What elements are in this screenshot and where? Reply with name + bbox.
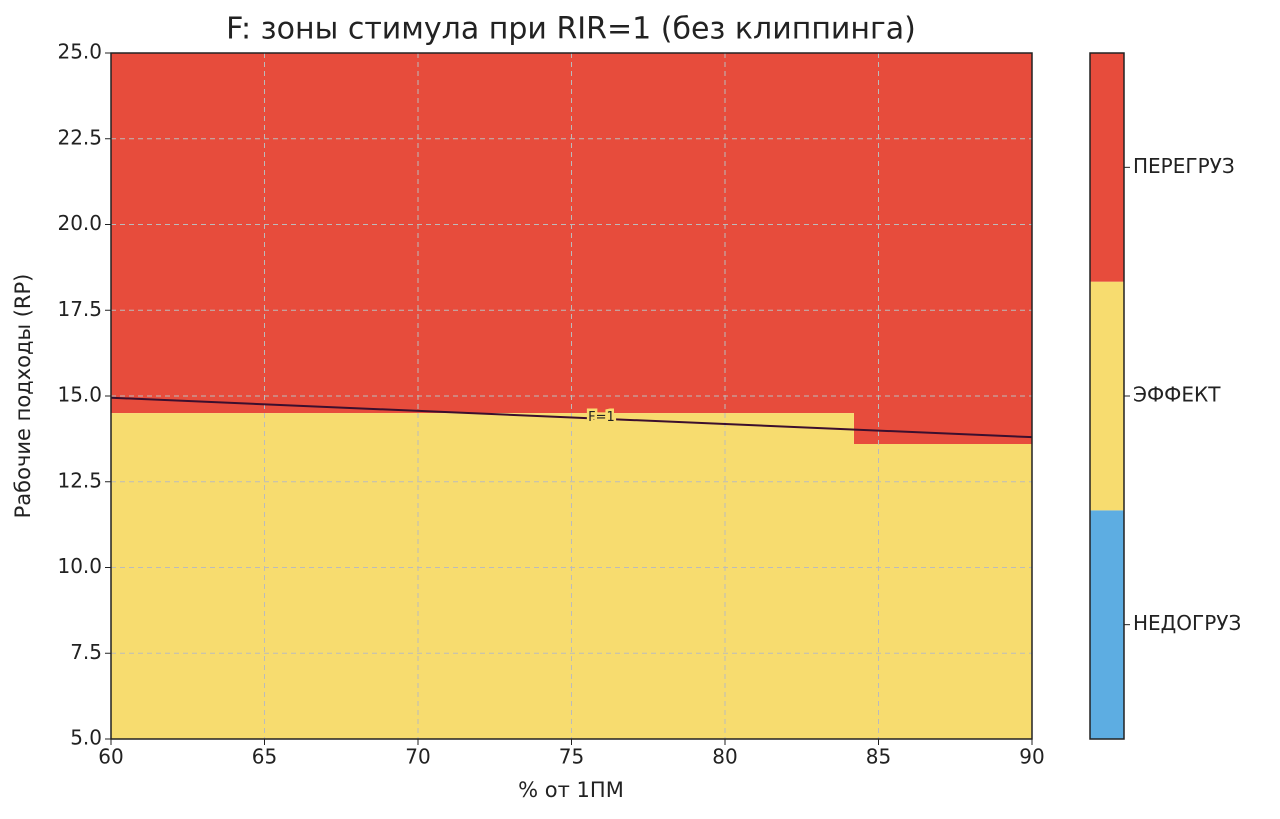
x-tick-label: 65 <box>252 745 277 769</box>
contour-label: F=1 <box>588 410 615 425</box>
colorbar-label: ПЕРЕГРУЗ <box>1133 154 1235 178</box>
y-tick-label: 17.5 <box>57 297 102 321</box>
colorbar-label: ЭФФЕКТ <box>1133 383 1221 407</box>
x-tick-label: 75 <box>559 745 584 769</box>
colorbar-label: НЕДОГРУЗ <box>1133 611 1241 635</box>
y-tick-label: 15.0 <box>57 383 102 407</box>
colorbar-segment <box>1090 281 1124 511</box>
colorbar-segment <box>1090 53 1124 282</box>
y-tick-label: 22.5 <box>57 125 102 149</box>
colorbar-frame <box>1089 52 1125 740</box>
y-tick-label: 5.0 <box>70 726 102 750</box>
y-tick-label: 12.5 <box>57 468 102 492</box>
x-tick-label: 85 <box>866 745 891 769</box>
x-tick-label: 70 <box>405 745 430 769</box>
contour-line <box>110 396 1033 439</box>
plot-frame <box>110 52 1033 740</box>
chart-title: F: зоны стимула при RIR=1 (без клиппинга… <box>226 12 916 47</box>
x-tick-label: 90 <box>1019 745 1044 769</box>
y-tick-label: 7.5 <box>70 640 102 664</box>
colorbar-segment <box>1090 510 1124 739</box>
x-tick-label: 80 <box>712 745 737 769</box>
y-tick-label: 10.0 <box>57 554 102 578</box>
overload-zone <box>111 53 1032 445</box>
x-tick-label: 60 <box>98 745 123 769</box>
y-tick-label: 25.0 <box>57 40 102 64</box>
y-axis-label: Рабочие подходы (RP) <box>11 274 35 519</box>
x-axis-label: % от 1ПМ <box>518 778 624 802</box>
y-tick-label: 20.0 <box>57 211 102 235</box>
